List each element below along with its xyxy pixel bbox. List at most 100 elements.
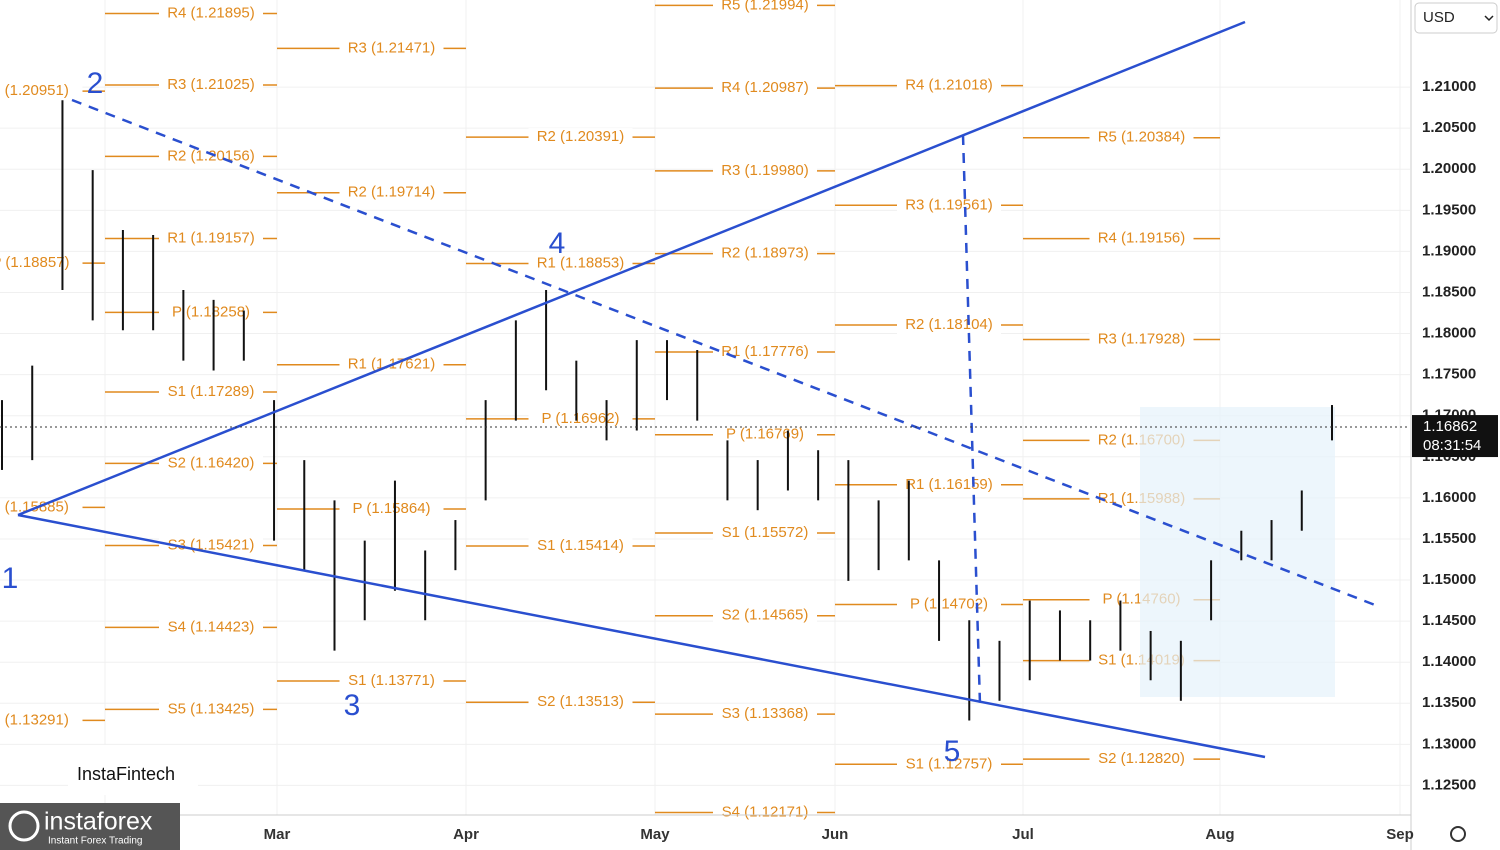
pivot-label-bg xyxy=(713,79,817,98)
pivot-label: P (1.16962) xyxy=(541,410,619,427)
pivot-label: R3 (1.19980) xyxy=(721,162,809,179)
y-tick-label: 1.17500 xyxy=(1422,366,1476,383)
last-price-bg xyxy=(1412,415,1498,458)
pivot-label-bg xyxy=(528,693,633,712)
pivot-label-bg xyxy=(0,711,83,730)
y-tick-label: 1.19000 xyxy=(1422,242,1476,259)
pivot-label: S2 (1.13513) xyxy=(537,693,624,710)
x-tick-label: Jul xyxy=(1012,826,1034,843)
settings-icon[interactable] xyxy=(1450,826,1466,842)
wave-labels: 1 2 3 4 5 xyxy=(2,67,961,768)
pivot-label-bg xyxy=(897,196,1001,215)
pivot-label-bg xyxy=(1089,229,1194,248)
x-tick-label: Apr xyxy=(453,826,479,843)
trend-line xyxy=(17,513,1266,759)
pivot-label: S5 (1.13425) xyxy=(168,700,255,717)
pivot-label-bg xyxy=(159,382,263,401)
pivot-label-bg xyxy=(713,244,817,263)
wave-label: 1 xyxy=(2,562,19,595)
pivot-label-bg xyxy=(713,524,817,543)
logo-bg xyxy=(0,803,180,850)
currency-dropdown[interactable] xyxy=(1414,2,1498,34)
pivot-label: 1 (1.20951) xyxy=(0,82,69,99)
dashed-line xyxy=(961,134,982,706)
y-tick-label: 1.13500 xyxy=(1422,694,1476,711)
pivot-label: S4 (1.14423) xyxy=(168,618,255,635)
pivots: 1 (1.20951) P (1.18857) 1 (1.15885) 2 (1.13… xyxy=(0,0,1220,822)
pivot-label-bg xyxy=(339,500,444,519)
countdown: 08:31:54 xyxy=(1423,437,1481,454)
pivot-label-bg xyxy=(528,128,633,147)
pivot-label-bg xyxy=(528,537,633,556)
pivot-label: P (1.18857) xyxy=(0,254,70,271)
pivot-label-bg xyxy=(713,705,817,724)
pivot-label: R2 (1.20391) xyxy=(537,128,625,145)
wave-label: 2 xyxy=(87,67,104,100)
pivot-label-bg xyxy=(159,618,263,637)
pivot-label-bg xyxy=(159,76,263,95)
wave-label: 3 xyxy=(344,689,361,722)
y-tick-label: 1.12500 xyxy=(1422,776,1476,793)
pivot-label: S3 (1.15421) xyxy=(168,536,255,553)
pivot-label-bg xyxy=(713,342,817,361)
pivot-label-bg xyxy=(159,303,263,322)
pivot-label-bg xyxy=(713,803,817,822)
pivot-label: S1 (1.17289) xyxy=(168,383,255,400)
pivot-label: S1 (1.13771) xyxy=(348,672,435,689)
pivot-label-bg xyxy=(713,425,817,444)
pivot-label: R3 (1.21471) xyxy=(348,39,436,56)
brand-logo: instaforex xyxy=(44,808,153,836)
x-tick-label: Aug xyxy=(1205,826,1234,843)
pivot-label: S1 (1.12757) xyxy=(906,755,993,772)
last-price-box: 1.16862 08:31:54 xyxy=(1412,415,1498,458)
pivot-label: R5 (1.20384) xyxy=(1098,129,1186,146)
brand-top: InstaFintech xyxy=(77,764,175,784)
pivot-label: 1 (1.15885) xyxy=(0,498,69,515)
pivot-label-bg xyxy=(159,536,263,555)
x-tick-label: Mar xyxy=(264,826,291,843)
pivot-label-bg xyxy=(528,254,633,273)
pivot-label-bg xyxy=(159,454,263,473)
pivot-label: S2 (1.12820) xyxy=(1098,750,1185,767)
pivot-label: R4 (1.21895) xyxy=(167,5,255,22)
pivot-label: S4 (1.12171) xyxy=(722,803,809,820)
pivot-label: S3 (1.13368) xyxy=(722,705,809,722)
trend-line xyxy=(17,20,1246,517)
pivot-label-bg xyxy=(1089,330,1194,349)
pivot-label: R2 (1.19714) xyxy=(348,184,436,201)
y-tick-label: 1.13000 xyxy=(1422,735,1476,752)
pivot-label-bg xyxy=(713,0,817,15)
pivot-label: R2 (1.18104) xyxy=(905,316,993,333)
pivot-label: S1 (1.15572) xyxy=(722,524,809,541)
pivot-label-bg xyxy=(897,595,1001,614)
y-tick-label: 1.20000 xyxy=(1422,160,1476,177)
pivot-label-bg xyxy=(339,183,444,202)
price-bars xyxy=(1,100,1333,721)
brand-tagline: Instant Forex Trading xyxy=(48,836,143,847)
pivot-label: R1 (1.17776) xyxy=(721,343,809,360)
pivot-label: P (1.14702) xyxy=(910,595,988,612)
pivot-label-bg xyxy=(0,82,83,101)
logo-icon xyxy=(8,810,40,842)
y-tick-label: 1.19500 xyxy=(1422,201,1476,218)
pivot-label: 2 (1.13291) xyxy=(0,711,69,728)
time-axis: Mar Apr May Jun Jul Aug Sep xyxy=(264,826,1414,843)
y-tick-label: 1.15000 xyxy=(1422,571,1476,588)
y-tick-label: 1.18000 xyxy=(1422,325,1476,342)
y-tick-label: 1.15500 xyxy=(1422,530,1476,547)
dropdown-arrow xyxy=(1484,15,1494,22)
pivot-label-bg xyxy=(1089,128,1194,147)
y-tick-label: 1.16000 xyxy=(1422,489,1476,506)
pivot-label: P (1.18258) xyxy=(172,303,250,320)
pivot-label: P (1.16769) xyxy=(726,426,804,443)
pivot-label: R4 (1.20987) xyxy=(721,79,809,96)
pivot-label-bg xyxy=(713,161,817,180)
pivot-label: R2 (1.18973) xyxy=(721,245,809,262)
pivot-label: S1 (1.15414) xyxy=(537,537,624,554)
pivot-label-bg xyxy=(159,229,263,248)
pivot-label-bg xyxy=(339,39,444,58)
x-tick-label: Jun xyxy=(822,826,849,843)
x-tick-label: May xyxy=(640,826,670,843)
